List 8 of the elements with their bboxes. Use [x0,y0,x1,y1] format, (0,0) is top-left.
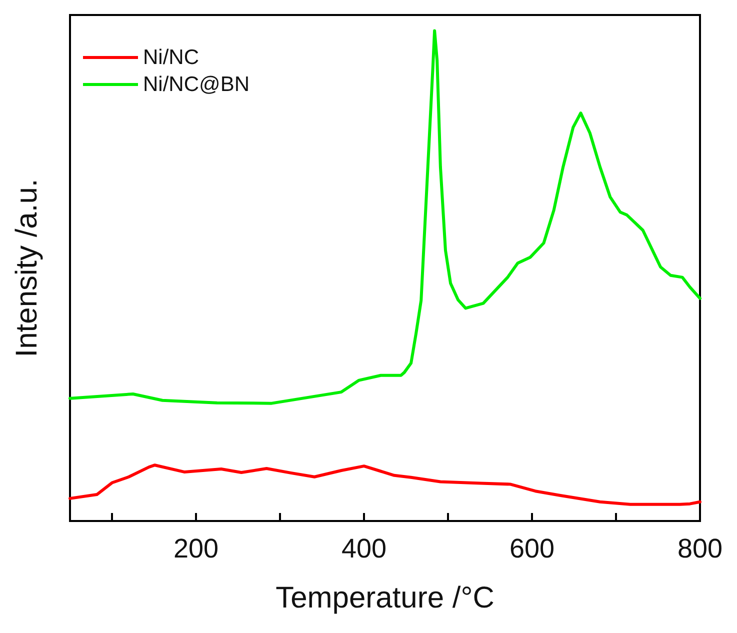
x-axis-title: Temperature /°C [276,582,494,614]
legend-label: Ni/NC [143,46,199,69]
legend-label: Ni/NC@BN [143,73,250,96]
y-axis-title: Intensity /a.u. [10,178,44,358]
x-tick-label: 200 [173,534,219,564]
x-tick-label: 400 [341,534,387,564]
x-tick-label: 600 [509,534,555,564]
x-tick-label: 800 [677,534,723,564]
